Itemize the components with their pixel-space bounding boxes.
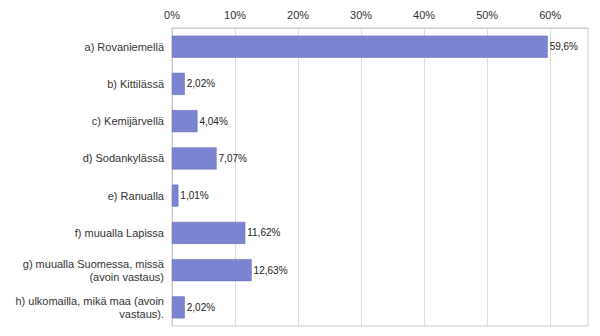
svg-text:0%: 0% — [164, 9, 180, 21]
svg-text:60%: 60% — [539, 9, 561, 21]
svg-text:a) Rovaniemellä: a) Rovaniemellä — [85, 41, 165, 53]
svg-text:7,07%: 7,07% — [219, 153, 247, 164]
svg-text:2,02%: 2,02% — [187, 302, 215, 313]
svg-text:10%: 10% — [224, 9, 246, 21]
svg-text:40%: 40% — [413, 9, 435, 21]
svg-text:59,6%: 59,6% — [550, 41, 578, 52]
svg-text:b) Kittilässä: b) Kittilässä — [107, 78, 165, 90]
svg-text:12,63%: 12,63% — [254, 265, 288, 276]
svg-text:4,04%: 4,04% — [199, 116, 227, 127]
svg-text:h) ulkomailla, mikä maa (avoin: h) ulkomailla, mikä maa (avoin — [15, 295, 164, 307]
svg-text:d) Sodankylässä: d) Sodankylässä — [83, 152, 165, 164]
svg-text:f) muualla Lapissa: f) muualla Lapissa — [75, 227, 165, 239]
svg-text:50%: 50% — [476, 9, 498, 21]
svg-text:vastaus).: vastaus). — [119, 308, 164, 320]
svg-text:c) Kemijärvellä: c) Kemijärvellä — [92, 115, 165, 127]
svg-text:e) Ranualla: e) Ranualla — [108, 190, 165, 202]
svg-text:1,01%: 1,01% — [180, 190, 208, 201]
svg-text:g) muualla Suomessa, missä: g) muualla Suomessa, missä — [23, 258, 165, 270]
svg-text:11,62%: 11,62% — [247, 227, 280, 238]
svg-text:20%: 20% — [287, 9, 309, 21]
svg-text:2,02%: 2,02% — [187, 78, 215, 89]
svg-text:(avoin vastaus): (avoin vastaus) — [89, 271, 164, 283]
svg-text:30%: 30% — [350, 9, 372, 21]
